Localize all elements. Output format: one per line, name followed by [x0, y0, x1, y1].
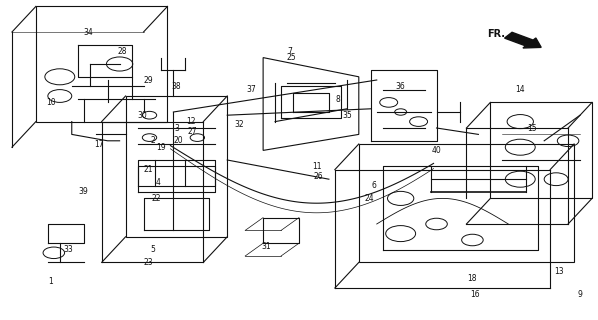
Text: 35: 35	[342, 111, 352, 120]
FancyArrow shape	[505, 32, 541, 48]
Text: 1: 1	[48, 277, 53, 286]
Text: 21: 21	[144, 165, 153, 174]
Text: 14: 14	[515, 85, 525, 94]
Text: 6: 6	[371, 181, 376, 190]
Text: 5: 5	[150, 245, 155, 254]
Text: 22: 22	[152, 194, 161, 203]
Text: 2: 2	[150, 136, 155, 145]
Text: 15: 15	[527, 124, 537, 132]
Text: FR.: FR.	[487, 28, 505, 39]
Text: 13: 13	[554, 268, 564, 276]
Text: 40: 40	[432, 146, 441, 155]
Text: 11: 11	[312, 162, 322, 171]
Text: 17: 17	[94, 140, 103, 148]
Text: 16: 16	[471, 290, 480, 299]
Text: 24: 24	[365, 194, 374, 203]
Text: 10: 10	[46, 98, 56, 107]
Text: 20: 20	[173, 136, 183, 145]
Text: 7: 7	[288, 47, 292, 56]
Text: 34: 34	[84, 28, 93, 36]
Text: 33: 33	[64, 245, 74, 254]
Text: 3: 3	[174, 124, 179, 132]
Text: 37: 37	[246, 85, 256, 94]
Text: 29: 29	[144, 76, 153, 84]
Text: 30: 30	[138, 111, 147, 120]
Text: 19: 19	[157, 143, 166, 152]
Text: 25: 25	[286, 53, 296, 62]
Text: 12: 12	[187, 117, 196, 126]
Text: 8: 8	[335, 95, 340, 104]
Text: 26: 26	[313, 172, 323, 180]
Text: 18: 18	[468, 274, 477, 283]
Text: 32: 32	[234, 120, 244, 129]
Text: 23: 23	[144, 258, 153, 267]
Text: 31: 31	[261, 242, 271, 251]
Text: 27: 27	[188, 127, 197, 136]
Text: 28: 28	[118, 47, 127, 56]
Text: 36: 36	[396, 82, 405, 91]
Text: 9: 9	[578, 290, 582, 299]
Text: 39: 39	[79, 188, 89, 196]
Text: 38: 38	[172, 82, 181, 91]
Text: 4: 4	[156, 178, 161, 187]
